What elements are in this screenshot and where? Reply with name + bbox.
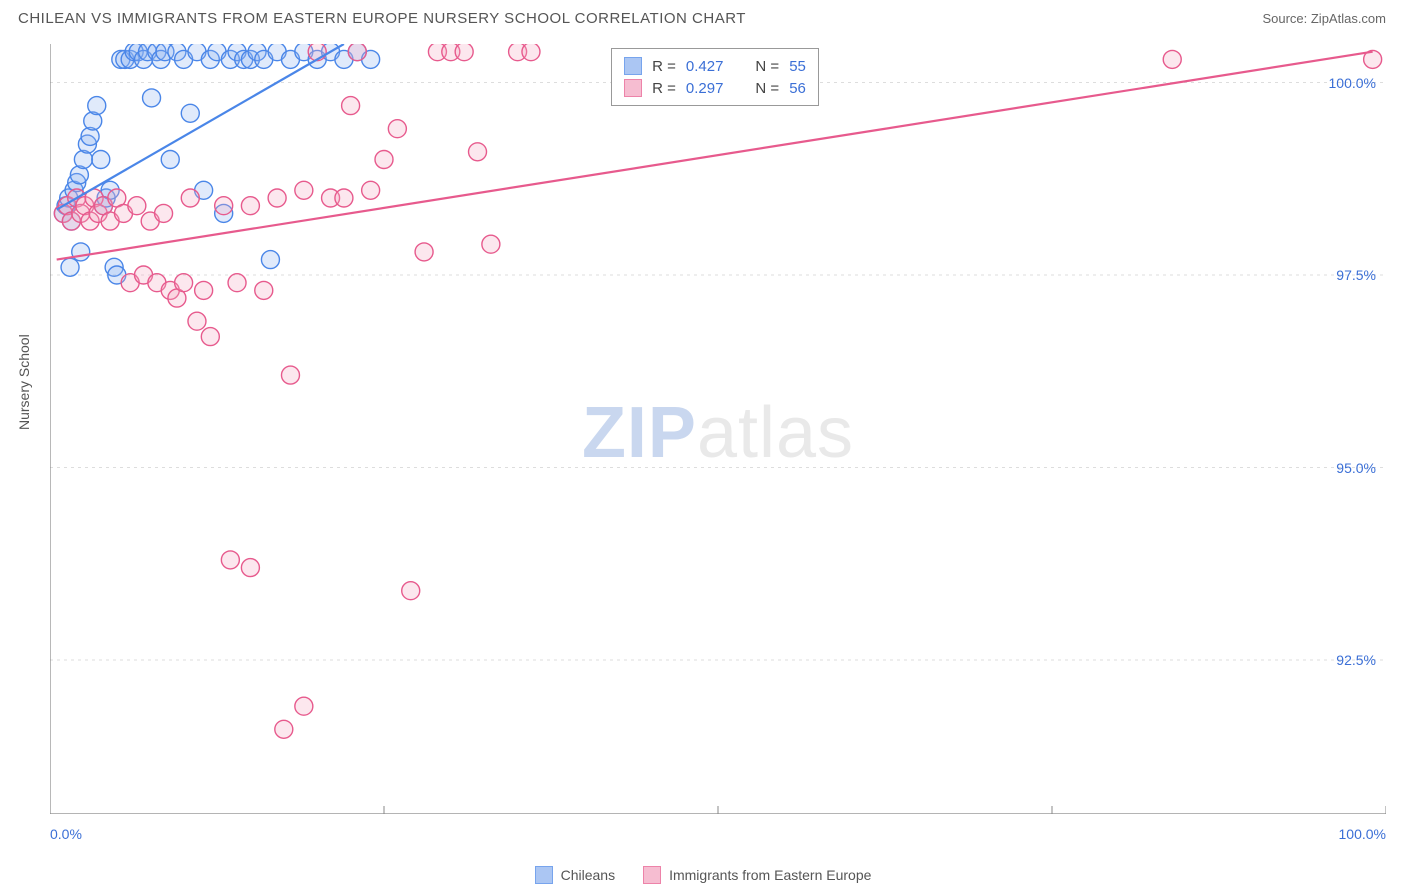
stats-legend-row: R = 0.427 N = 55 [624, 55, 806, 77]
y-tick-label: 92.5% [1336, 652, 1376, 668]
stats-legend-row: R = 0.297 N = 56 [624, 77, 806, 99]
plot-area: ZIPatlas R = 0.427N = 55R = 0.297N = 56 … [50, 44, 1386, 814]
stat-n-label: N = [755, 58, 779, 75]
chart-header: CHILEAN VS IMMIGRANTS FROM EASTERN EUROP… [0, 0, 1406, 33]
stat-r-label: R = [652, 80, 676, 97]
y-tick-label: 95.0% [1336, 460, 1376, 476]
y-axis-label: Nursery School [16, 334, 32, 430]
source-label: Source: [1262, 11, 1310, 26]
source-name: ZipAtlas.com [1311, 11, 1386, 26]
scatter-chart-svg [50, 44, 1386, 814]
source-attribution: Source: ZipAtlas.com [1262, 11, 1386, 26]
stat-n-value: 55 [789, 58, 806, 75]
legend-swatch [535, 866, 553, 884]
y-tick-label: 97.5% [1336, 267, 1376, 283]
legend-series-name: Immigrants from Eastern Europe [669, 867, 871, 883]
stat-r-value: 0.427 [686, 58, 724, 75]
stats-legend: R = 0.427 N = 55 R = 0.297 N = 56 [611, 48, 819, 106]
chart-title: CHILEAN VS IMMIGRANTS FROM EASTERN EUROP… [18, 10, 746, 27]
stat-n-value: 56 [789, 80, 806, 97]
x-tick-label: 0.0% [50, 826, 82, 842]
stat-r-label: R = [652, 58, 676, 75]
bottom-legend-item: Chileans [535, 866, 615, 884]
stat-n-label: N = [755, 80, 779, 97]
bottom-legend: Chileans Immigrants from Eastern Europe [0, 866, 1406, 884]
stat-r-value: 0.297 [686, 80, 724, 97]
legend-swatch [624, 57, 642, 75]
x-tick-label: 100.0% [1339, 826, 1386, 842]
y-tick-label: 100.0% [1329, 75, 1376, 91]
legend-swatch [624, 79, 642, 97]
legend-series-name: Chileans [561, 867, 615, 883]
bottom-legend-item: Immigrants from Eastern Europe [643, 866, 871, 884]
legend-swatch [643, 866, 661, 884]
